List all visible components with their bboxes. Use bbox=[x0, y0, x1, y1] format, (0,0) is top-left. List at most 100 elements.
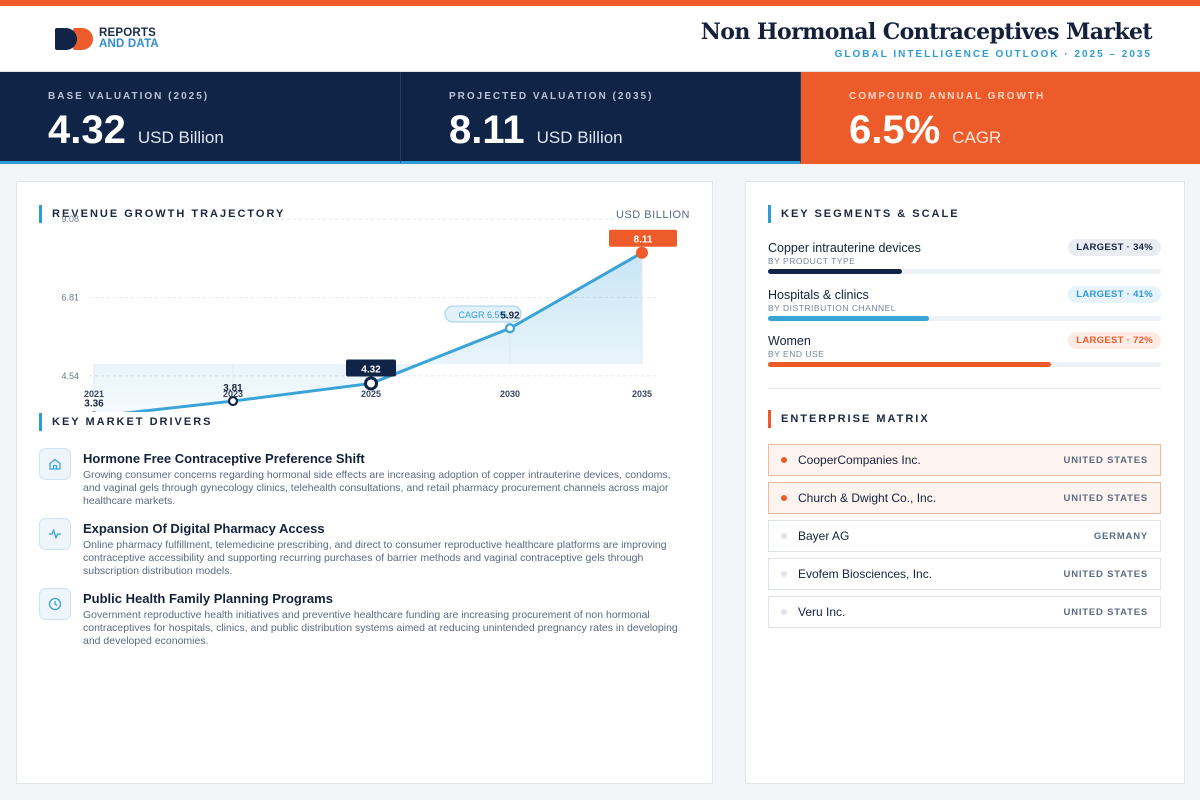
enterprise-row[interactable]: Church & Dwight Co., Inc. UNITED STATES bbox=[768, 482, 1161, 514]
kpi-value: 8.11 bbox=[449, 108, 525, 152]
section-divider bbox=[768, 388, 1161, 389]
y-axis-ticks: 9.086.814.542.27 bbox=[61, 214, 79, 381]
segment-row: Hospitals & clinics LARGEST · 41% BY DIS… bbox=[768, 286, 1161, 321]
drivers-list: Hormone Free Contraceptive Preference Sh… bbox=[39, 448, 689, 658]
section-title-text: KEY SEGMENTS & SCALE bbox=[781, 208, 960, 220]
segment-track bbox=[768, 269, 1161, 274]
logo-mark-icon bbox=[55, 28, 93, 50]
enterprise-section-title: ENTERPRISE MATRIX bbox=[768, 410, 930, 428]
status-dot bbox=[781, 571, 787, 577]
company-country: GERMANY bbox=[1093, 530, 1148, 542]
drivers-section-title: KEY MARKET DRIVERS bbox=[39, 413, 212, 431]
value-label: 3.36 bbox=[84, 399, 104, 410]
segment-badge: LARGEST · 72% bbox=[1068, 332, 1161, 349]
enterprise-row[interactable]: Veru Inc. UNITED STATES bbox=[768, 596, 1161, 628]
driver-item: Public Health Family Planning Programs G… bbox=[39, 588, 689, 648]
data-point[interactable] bbox=[364, 376, 378, 391]
top-accent-bar bbox=[0, 0, 1200, 6]
segment-row: Women LARGEST · 72% BY END USE bbox=[768, 332, 1161, 367]
company-name: Evofem Biosciences, Inc. bbox=[798, 567, 933, 581]
brand-logo[interactable]: REPORTS AND DATA bbox=[55, 27, 159, 50]
kpi-unit: CAGR bbox=[952, 128, 1002, 147]
section-accent bbox=[39, 413, 42, 431]
y-tick-label: 9.08 bbox=[61, 214, 79, 224]
revenue-chart: 9.086.814.542.27 CAGR 6.5% 3.363.814.325… bbox=[61, 214, 677, 412]
x-axis-ticks: 2021 2023 2025 2030 2035 bbox=[84, 389, 652, 399]
status-dot bbox=[781, 533, 787, 539]
driver-title: Expansion Of Digital Pharmacy Access bbox=[83, 521, 325, 536]
segment-fill bbox=[768, 269, 902, 274]
x-tick-label: 2025 bbox=[361, 389, 381, 399]
kpi-value: 4.32 bbox=[48, 108, 126, 152]
enterprise-row[interactable]: Bayer AG GERMANY bbox=[768, 520, 1161, 552]
data-point[interactable] bbox=[504, 323, 516, 334]
value-label-bg bbox=[609, 229, 677, 247]
page-subtitle: GLOBAL INTELLIGENCE OUTLOOK · 2025 – 203… bbox=[834, 49, 1152, 60]
value-label: 3.81 bbox=[223, 383, 243, 394]
chart-area bbox=[94, 252, 642, 412]
value-label: 8.11 bbox=[634, 235, 653, 246]
kpi-value: 6.5% bbox=[849, 108, 941, 152]
segment-name: Copper intrauterine devices bbox=[768, 240, 921, 255]
driver-text: Online pharmacy fulfillment, telemedicin… bbox=[83, 539, 667, 577]
x-tick-label: 2030 bbox=[500, 389, 520, 399]
company-name: Veru Inc. bbox=[798, 605, 846, 619]
cagr-annotation: CAGR 6.5% bbox=[444, 305, 522, 323]
value-label: 5.92 bbox=[500, 310, 520, 321]
kpi-label: BASE VALUATION (2025) bbox=[48, 91, 210, 102]
trajectory-section-title: REVENUE GROWTH TRAJECTORY bbox=[39, 205, 285, 223]
company-name: Bayer AG bbox=[798, 529, 850, 543]
trajectory-card: REVENUE GROWTH TRAJECTORY USD BILLION 9.… bbox=[16, 181, 713, 784]
y-tick-label: 4.54 bbox=[61, 371, 79, 381]
cagr-annotation-text: CAGR 6.5% bbox=[458, 310, 507, 320]
segment-category: BY DISTRIBUTION CHANNEL bbox=[768, 303, 897, 313]
company-country: UNITED STATES bbox=[1063, 606, 1148, 618]
value-label-bg bbox=[346, 359, 396, 377]
chart-unit-label: USD BILLION bbox=[616, 209, 690, 221]
driver-title: Hormone Free Contraceptive Preference Sh… bbox=[83, 451, 365, 466]
segment-track bbox=[768, 362, 1161, 367]
x-tick-label: 2021 bbox=[84, 389, 104, 399]
segments-section-title: KEY SEGMENTS & SCALE bbox=[768, 205, 960, 223]
kpi-base-valuation: BASE VALUATION (2025) 4.32 USD Billion bbox=[0, 72, 400, 164]
enterprise-row[interactable]: Evofem Biosciences, Inc. UNITED STATES bbox=[768, 558, 1161, 590]
data-point[interactable] bbox=[227, 395, 239, 407]
segment-badge: LARGEST · 34% bbox=[1068, 239, 1161, 256]
logo-line-2: AND DATA bbox=[99, 38, 159, 50]
kpi-strip: BASE VALUATION (2025) 4.32 USD Billion PR… bbox=[0, 72, 1200, 164]
kpi-cagr: COMPOUND ANNUAL GROWTH 6.5% CAGR bbox=[800, 72, 1200, 164]
company-name: CooperCompanies Inc. bbox=[798, 453, 921, 467]
section-accent bbox=[768, 410, 771, 428]
data-point[interactable] bbox=[636, 246, 648, 259]
enterprise-row[interactable]: CooperCompanies Inc. UNITED STATES bbox=[768, 444, 1161, 476]
page-header: REPORTS AND DATA Non Hormonal Contracept… bbox=[0, 6, 1200, 72]
section-accent bbox=[39, 205, 42, 223]
segment-name: Hospitals & clinics bbox=[768, 287, 869, 302]
segment-category: BY END USE bbox=[768, 349, 825, 359]
driver-item: Expansion Of Digital Pharmacy Access Onl… bbox=[39, 518, 689, 578]
chart-points: 3.36 3.81 4.32 5.92 8.11 bbox=[84, 229, 677, 412]
company-country: UNITED STATES bbox=[1063, 568, 1148, 580]
x-tick-label: 2023 bbox=[223, 389, 243, 399]
kpi-unit: USD Billion bbox=[536, 128, 623, 147]
driver-title: Public Health Family Planning Programs bbox=[83, 591, 333, 606]
segments-card: KEY SEGMENTS & SCALE Copper intrauterine… bbox=[745, 181, 1185, 784]
section-accent bbox=[768, 205, 771, 223]
driver-text: Government reproductive health initiativ… bbox=[83, 609, 678, 647]
page-title: Non Hormonal Contraceptives Market bbox=[700, 19, 1153, 45]
section-title-text: REVENUE GROWTH TRAJECTORY bbox=[52, 208, 286, 220]
section-title-text: KEY MARKET DRIVERS bbox=[52, 416, 213, 428]
kpi-unit: USD Billion bbox=[137, 128, 224, 147]
section-title-text: ENTERPRISE MATRIX bbox=[781, 413, 930, 425]
driver-text: Growing consumer concerns regarding horm… bbox=[83, 469, 671, 507]
driver-item: Hormone Free Contraceptive Preference Sh… bbox=[39, 448, 689, 508]
segment-track bbox=[768, 316, 1161, 321]
clock-icon bbox=[39, 588, 71, 620]
segment-row: Copper intrauterine devices LARGEST · 34… bbox=[768, 239, 1161, 274]
segment-fill bbox=[768, 316, 930, 321]
segment-name: Women bbox=[768, 333, 811, 348]
page-title-block: Non Hormonal Contraceptives Market GLOBA… bbox=[700, 19, 1153, 60]
company-country: UNITED STATES bbox=[1063, 492, 1148, 504]
company-name: Church & Dwight Co., Inc. bbox=[798, 491, 937, 505]
y-tick-label: 6.81 bbox=[61, 293, 79, 303]
